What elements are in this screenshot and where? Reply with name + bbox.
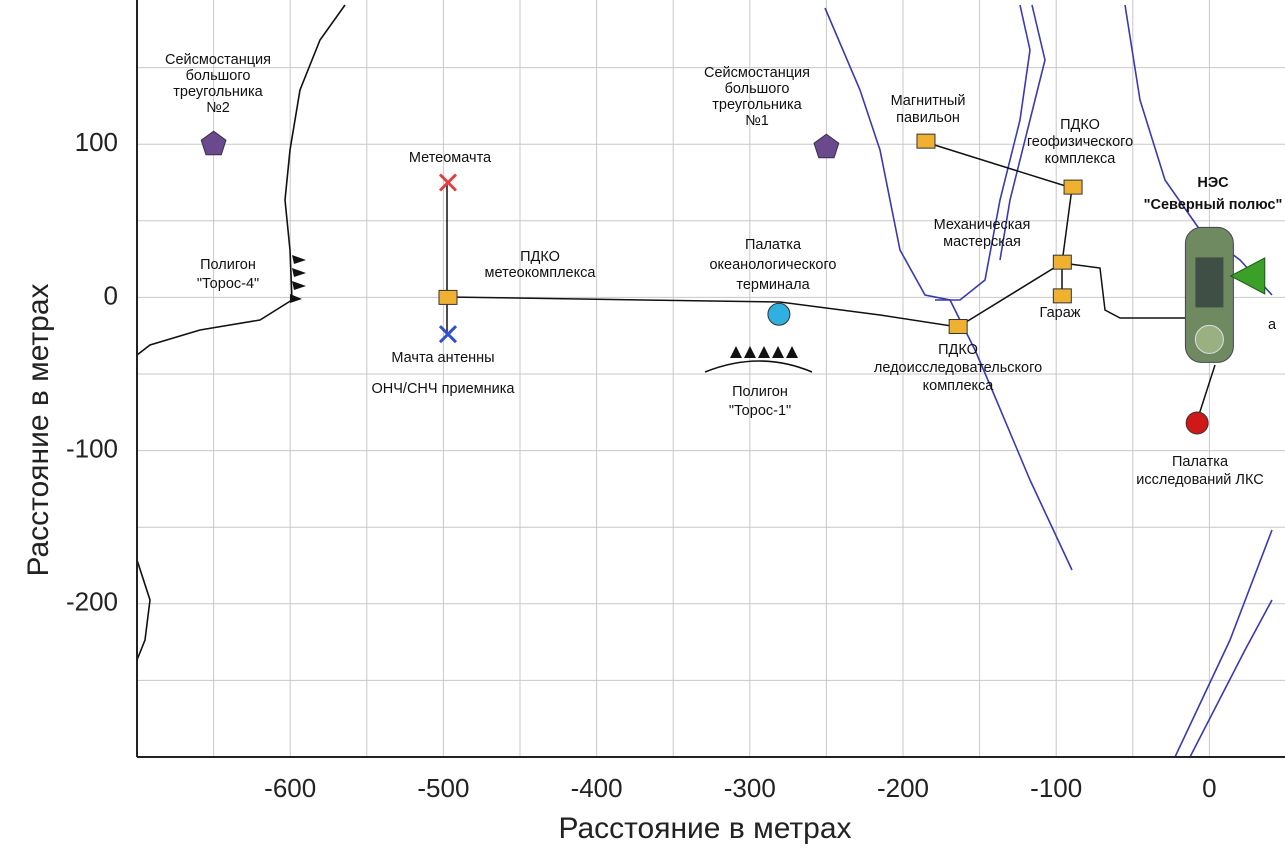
- point-label: павильон: [896, 110, 960, 126]
- x-tick-label: -500: [417, 773, 469, 803]
- point-label: треугольника: [173, 84, 263, 100]
- point-label: терминала: [736, 277, 810, 293]
- point-label: ледоисследовательского: [874, 360, 1042, 376]
- x-tick-label: -600: [264, 773, 316, 803]
- ridge: [704, 360, 813, 373]
- square-marker: [1063, 179, 1083, 195]
- point-label: ПДКО: [938, 342, 978, 358]
- y-axis-title: Расстояние в метрах: [22, 283, 55, 576]
- y-tick-label: -200: [66, 587, 118, 617]
- crack: [824, 7, 1073, 571]
- point-label: НЭС: [1197, 175, 1229, 191]
- coastline: [137, 559, 151, 661]
- crack: [1124, 4, 1273, 296]
- crack: [935, 4, 1031, 301]
- point-label: Сейсмостанция: [704, 65, 810, 81]
- annotation: Полигон: [200, 257, 256, 273]
- point-label: а: [1268, 317, 1277, 333]
- point-label: большого: [725, 81, 790, 97]
- coastline: [137, 4, 346, 356]
- cross-marker: [438, 173, 458, 192]
- triangle-marker: [1229, 257, 1266, 295]
- point-label: мастерская: [943, 234, 1021, 250]
- ship-helipad: [1194, 324, 1224, 354]
- x-tick-label: -400: [571, 773, 623, 803]
- terrain: [137, 4, 1273, 757]
- point-label: №2: [206, 100, 230, 116]
- square-marker: [1052, 288, 1072, 304]
- x-tick-label: -100: [1030, 773, 1082, 803]
- point-label: метеокомплекса: [485, 265, 597, 281]
- x-tick-label: 0: [1202, 773, 1216, 803]
- pentagon-marker: [813, 133, 840, 159]
- x-axis-title: Расстояние в метрах: [558, 812, 851, 845]
- point-label: Мачта антенны: [391, 350, 494, 366]
- ridge-symbols: [290, 255, 798, 358]
- square-marker: [438, 289, 458, 305]
- square-marker: [948, 319, 968, 335]
- annotation: "Торос-4": [197, 276, 259, 292]
- point-label: Магнитный: [891, 93, 966, 109]
- point-label: Гараж: [1040, 305, 1081, 321]
- cross-marker: [438, 325, 458, 344]
- point-label: "Северный полюс": [1144, 197, 1283, 213]
- square-marker: [916, 133, 936, 149]
- point-label: ПДКО: [520, 249, 560, 265]
- point-label: Метеомачта: [409, 150, 492, 166]
- point-label: ОНЧ/СНЧ приемника: [372, 381, 516, 397]
- crack: [999, 4, 1046, 261]
- crack: [1174, 529, 1273, 757]
- pentagon-marker: [200, 130, 227, 156]
- y-tick-label: -100: [66, 433, 118, 463]
- crack: [1189, 599, 1273, 757]
- ship-deck: [1195, 257, 1224, 308]
- annotation: "Торос-1": [729, 403, 791, 419]
- circle-marker: [767, 302, 791, 326]
- x-tick-label: -200: [877, 773, 929, 803]
- y-tick-label: 100: [75, 127, 118, 157]
- square-marker: [1052, 254, 1072, 270]
- point-label: большого: [186, 68, 251, 84]
- point-label: №1: [745, 113, 769, 129]
- point-label: исследований ЛКС: [1136, 472, 1263, 488]
- point-label: треугольника: [712, 97, 802, 113]
- y-tick-label: 0: [104, 280, 118, 310]
- point-label: ПДКО: [1060, 117, 1100, 133]
- point-label: комплекса: [1045, 151, 1117, 167]
- point-label: Палатка: [745, 237, 802, 253]
- point-label: океанологического: [709, 257, 836, 273]
- x-tick-label: -300: [724, 773, 776, 803]
- annotation: Полигон: [732, 384, 788, 400]
- point-label: Механическая: [934, 217, 1031, 233]
- ship-marker: [1184, 226, 1234, 363]
- point-label: геофизического: [1027, 134, 1133, 150]
- point-label: Палатка: [1172, 454, 1229, 470]
- circle-marker: [1185, 411, 1209, 435]
- point-label: комплекса: [923, 378, 995, 394]
- point-label: Сейсмостанция: [165, 52, 271, 68]
- connectors: [446, 141, 1216, 425]
